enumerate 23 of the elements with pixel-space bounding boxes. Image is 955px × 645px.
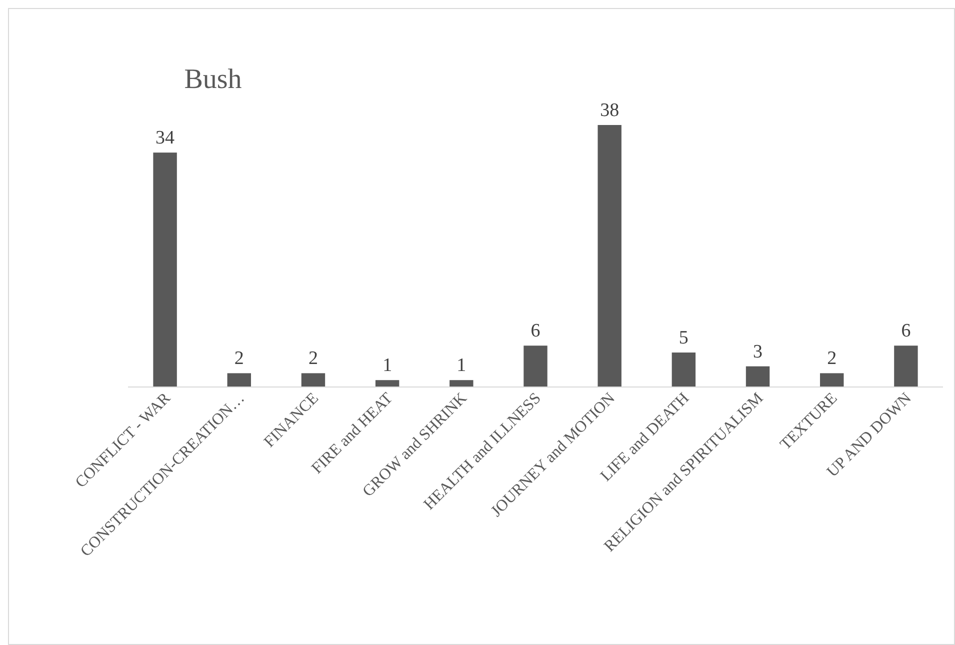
data-label: 1 xyxy=(382,355,392,376)
data-label: 2 xyxy=(308,348,318,370)
chart-title: Bush xyxy=(184,64,242,95)
bar xyxy=(153,152,177,387)
data-label: 1 xyxy=(456,355,466,376)
data-label: 2 xyxy=(827,348,837,370)
bar xyxy=(301,373,326,387)
data-label: 2 xyxy=(234,348,244,370)
bar xyxy=(672,352,696,387)
bar xyxy=(375,380,400,387)
bar xyxy=(598,125,622,387)
bar xyxy=(894,346,918,387)
data-label: 6 xyxy=(901,320,911,342)
bar xyxy=(820,373,844,387)
bar xyxy=(450,380,474,387)
bar xyxy=(227,373,251,387)
data-label: 3 xyxy=(753,341,763,362)
bar xyxy=(524,346,548,387)
data-label: 38 xyxy=(600,100,620,121)
data-label: 5 xyxy=(678,328,688,349)
data-label: 6 xyxy=(530,320,540,342)
data-label: 34 xyxy=(156,128,176,149)
bar xyxy=(746,366,770,387)
